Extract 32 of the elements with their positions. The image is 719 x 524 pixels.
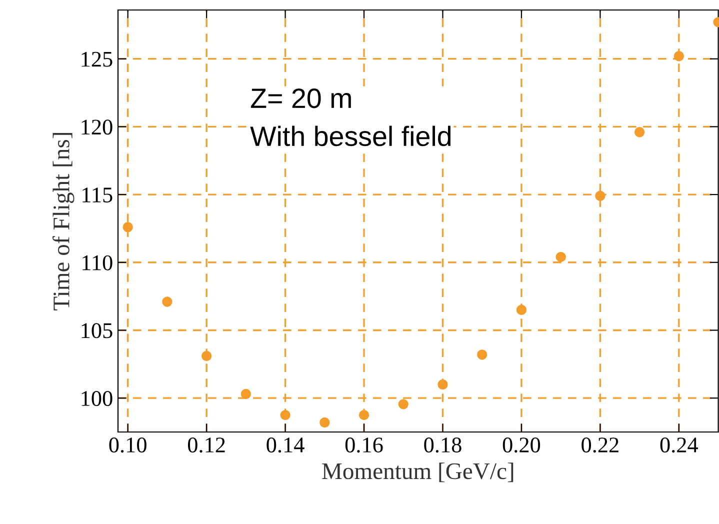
point bbox=[595, 190, 606, 201]
x-tick-label: 0.22 bbox=[582, 438, 618, 453]
point bbox=[201, 350, 212, 362]
point bbox=[320, 417, 330, 428]
point bbox=[240, 388, 252, 400]
y-tick-label: 105 bbox=[82, 323, 112, 338]
point bbox=[398, 399, 408, 410]
x-tick-label: 0.18 bbox=[424, 438, 462, 453]
annotation: Z= 20 m With bessel field bbox=[250, 88, 451, 146]
point bbox=[477, 350, 488, 360]
y-axis-title: Time of Flight [ns] bbox=[52, 132, 74, 310]
point bbox=[438, 379, 448, 390]
point bbox=[556, 252, 566, 262]
x-tick-label: 0.10 bbox=[109, 438, 146, 453]
point bbox=[634, 127, 645, 138]
point bbox=[280, 410, 290, 420]
x-tick-label: 0.20 bbox=[502, 438, 540, 453]
point bbox=[122, 222, 133, 232]
point bbox=[674, 51, 684, 62]
x-tick-label: 0.24 bbox=[660, 438, 698, 453]
y-tick-label: 125 bbox=[82, 52, 112, 67]
x-tick-label: 0.16 bbox=[345, 438, 383, 453]
y-tick-label: 100 bbox=[82, 391, 112, 406]
y-tick-label: 120 bbox=[82, 120, 112, 135]
point bbox=[162, 296, 172, 307]
point bbox=[516, 304, 527, 315]
y-tick-label: 110 bbox=[82, 255, 112, 270]
x-tick-label: 0.12 bbox=[188, 438, 225, 453]
y-tick-label: 115 bbox=[82, 188, 112, 202]
x-axis-title: Momentum [GeV/c] bbox=[322, 462, 514, 482]
point bbox=[358, 410, 370, 420]
x-tick-label: 0.14 bbox=[266, 438, 304, 453]
